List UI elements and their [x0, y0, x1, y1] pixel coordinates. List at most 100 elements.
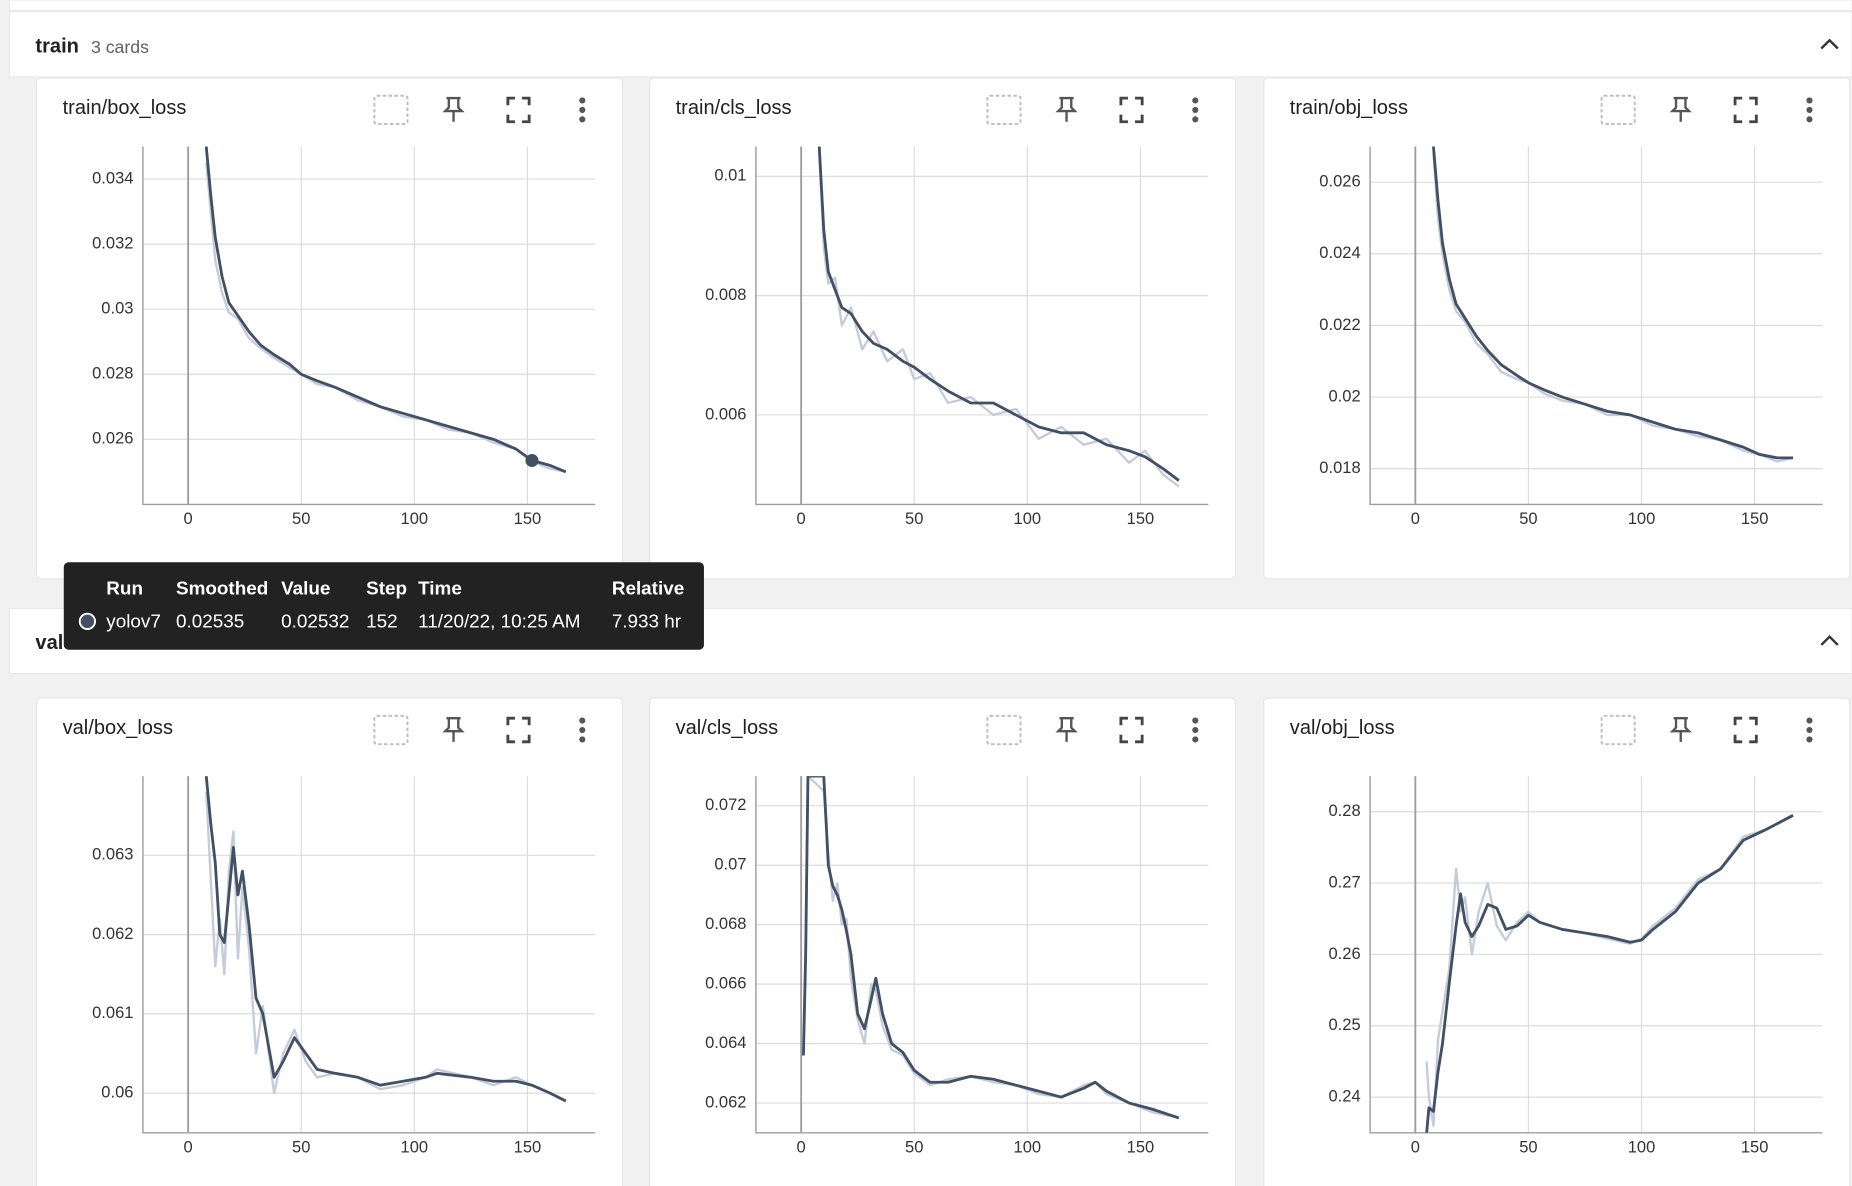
x-tick-label: 100: [1014, 1137, 1042, 1156]
fit-domain-icon[interactable]: [986, 714, 1022, 746]
y-tick-label: 0.068: [705, 914, 746, 933]
raw-line: [802, 776, 1180, 1120]
menu-dot[interactable]: [579, 726, 586, 734]
menu-dot[interactable]: [1192, 106, 1199, 113]
card: [649, 77, 1237, 580]
menu-dot[interactable]: [1192, 717, 1199, 724]
menu-dot[interactable]: [1806, 116, 1813, 123]
menu-dot[interactable]: [579, 736, 586, 743]
menu-dot[interactable]: [1192, 97, 1199, 104]
fullscreen-icon[interactable]: [1733, 96, 1758, 124]
fit-domain-icon[interactable]: [1600, 94, 1636, 126]
fullscreen-icon[interactable]: [506, 716, 531, 744]
fit-domain-icon[interactable]: [373, 714, 409, 746]
menu-dot[interactable]: [579, 717, 586, 724]
plot-area: [817, 146, 1180, 488]
y-tick-label: 0.034: [92, 168, 133, 187]
section-header[interactable]: [9, 11, 1852, 78]
x-tick-label: 150: [1127, 1137, 1155, 1156]
card: [649, 697, 1237, 1186]
smoothed-line: [1432, 146, 1794, 460]
card: [36, 697, 624, 1186]
menu-dot[interactable]: [1806, 97, 1813, 104]
tooltip-cell: 11/20/22, 10:25 AM: [418, 612, 580, 633]
card-title: val/cls_loss: [676, 717, 779, 739]
fullscreen-icon[interactable]: [1119, 716, 1144, 744]
top-strip: [9, 0, 1852, 12]
y-tick-label: 0.062: [705, 1092, 746, 1111]
x-tick-label: 150: [1741, 1137, 1769, 1156]
y-tick-label: 0.26: [1328, 944, 1360, 963]
y-tick-label: 0.022: [1319, 315, 1360, 334]
y-tick-label: 0.026: [1319, 172, 1360, 191]
y-tick-label: 0.25: [1328, 1015, 1360, 1034]
plot-area: [802, 776, 1180, 1120]
fullscreen-icon[interactable]: [506, 96, 531, 124]
section-title: val: [35, 632, 63, 654]
plot-area: [204, 776, 567, 1103]
menu-dot[interactable]: [1806, 717, 1813, 724]
x-tick-label: 150: [1741, 509, 1769, 528]
smoothed-line: [817, 146, 1180, 482]
y-tick-label: 0.008: [705, 285, 746, 304]
collapse-chevron[interactable]: [1820, 38, 1839, 50]
smoothed-line: [1425, 814, 1794, 1133]
pin-icon[interactable]: [1055, 96, 1078, 122]
card-title: train/obj_loss: [1290, 97, 1408, 119]
y-tick-label: 0.064: [705, 1033, 746, 1052]
y-tick-label: 0.28: [1328, 801, 1360, 820]
y-tick-label: 0.24: [1328, 1086, 1360, 1105]
x-tick-label: 0: [1411, 1137, 1420, 1156]
pin-icon[interactable]: [1055, 717, 1078, 742]
card: [1263, 697, 1851, 1186]
x-tick-label: 100: [401, 1137, 429, 1156]
smoothed-line: [204, 776, 567, 1103]
menu-dot[interactable]: [1192, 116, 1199, 123]
fullscreen-icon[interactable]: [1733, 716, 1758, 744]
y-tick-label: 0.072: [705, 795, 746, 814]
menu-dot[interactable]: [579, 97, 586, 104]
x-tick-label: 150: [1127, 509, 1155, 528]
y-tick-label: 0.063: [92, 845, 133, 864]
axis-line: [755, 146, 1209, 506]
x-tick-label: 150: [514, 509, 542, 528]
tooltip-cell: 0.02532: [281, 612, 349, 633]
y-tick-label: 0.062: [92, 924, 133, 943]
y-tick-label: 0.06: [101, 1082, 133, 1101]
menu-dot[interactable]: [1806, 726, 1813, 734]
pin-icon[interactable]: [442, 96, 465, 122]
menu-dot[interactable]: [1806, 106, 1813, 113]
pin-icon[interactable]: [1669, 96, 1692, 122]
collapse-chevron[interactable]: [1820, 635, 1839, 646]
tooltip-header: Time: [418, 578, 462, 599]
pin-icon[interactable]: [1669, 717, 1692, 742]
x-tick-label: 100: [401, 509, 429, 528]
x-tick-label: 100: [1014, 509, 1042, 528]
axis-line: [142, 146, 596, 506]
menu-dot[interactable]: [1806, 736, 1813, 743]
x-tick-label: 50: [292, 1137, 310, 1156]
x-tick-label: 100: [1628, 1137, 1656, 1156]
menu-dot[interactable]: [1192, 736, 1199, 743]
card: [1263, 77, 1851, 580]
y-tick-label: 0.27: [1328, 872, 1360, 891]
y-tick-label: 0.066: [705, 974, 746, 993]
pin-icon[interactable]: [442, 717, 465, 742]
fullscreen-icon[interactable]: [1119, 96, 1144, 124]
tooltip-cell: 152: [366, 612, 398, 633]
menu-dot[interactable]: [579, 116, 586, 123]
card-title: train/cls_loss: [676, 97, 792, 119]
axis-line: [755, 776, 1209, 1134]
menu-dot[interactable]: [579, 106, 586, 113]
card-title: val/obj_loss: [1290, 717, 1395, 739]
y-tick-label: 0.061: [92, 1003, 133, 1022]
x-tick-label: 50: [1519, 1137, 1537, 1156]
run-color-dot: [78, 612, 97, 630]
y-tick-label: 0.03: [101, 299, 133, 318]
tooltip-header: Step: [366, 578, 407, 599]
fit-domain-icon[interactable]: [986, 94, 1022, 126]
fit-domain-icon[interactable]: [1600, 714, 1636, 746]
fit-domain-icon[interactable]: [373, 94, 409, 126]
menu-dot[interactable]: [1192, 726, 1199, 734]
